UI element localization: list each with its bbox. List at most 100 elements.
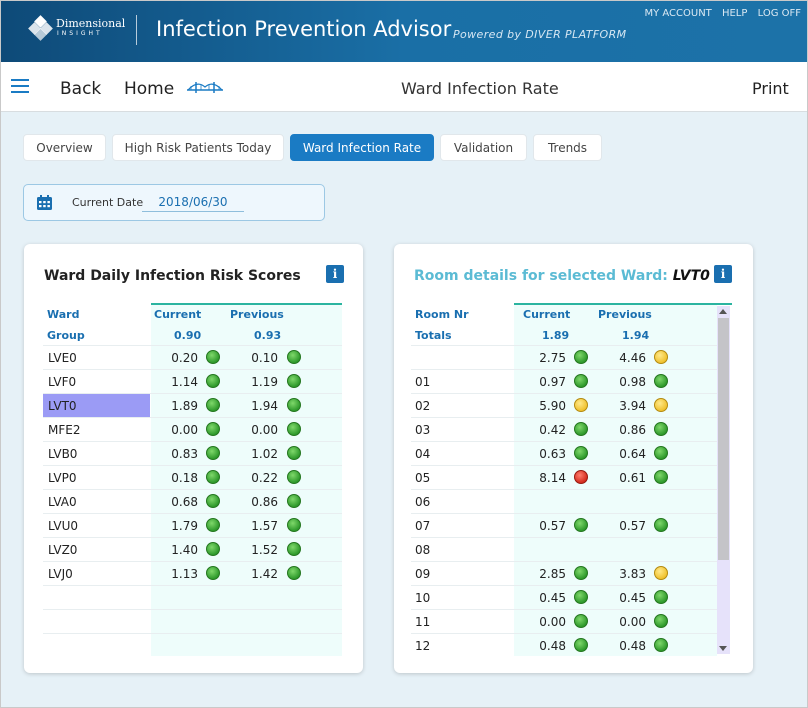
status-red-icon [574, 470, 588, 484]
ward-cell[interactable]: LVP0 [48, 471, 77, 485]
ward-cell[interactable]: LVA0 [48, 495, 77, 509]
table-row[interactable] [411, 633, 717, 657]
header-line [151, 303, 342, 305]
status-green-icon [206, 518, 220, 532]
table-row[interactable] [411, 441, 717, 465]
status-green-icon [287, 542, 301, 556]
tab-trends[interactable]: Trends [533, 134, 602, 161]
brand-subname: INSIGHT [57, 30, 103, 37]
room-cell[interactable]: 01 [415, 375, 431, 389]
table-row[interactable] [43, 393, 342, 417]
room-cell[interactable]: 04 [415, 447, 431, 461]
hamburger-icon[interactable] [11, 79, 29, 93]
ward-cell[interactable]: LVZ0 [48, 543, 78, 557]
calendar-icon[interactable] [36, 194, 53, 211]
table-row[interactable] [43, 441, 342, 465]
scroll-thumb[interactable] [718, 318, 729, 560]
status-green-icon [654, 422, 668, 436]
log-off-link[interactable]: LOG OFF [757, 8, 801, 19]
room-cell[interactable]: 06 [415, 495, 431, 509]
current-value: 0.83 [171, 447, 198, 461]
room-cell[interactable]: 11 [415, 615, 431, 629]
table-row[interactable] [411, 393, 717, 417]
previous-value: 0.00 [619, 615, 646, 629]
table-row[interactable] [411, 561, 717, 585]
room-cell[interactable]: 09 [415, 567, 431, 581]
col-room-nr[interactable]: Room Nr [415, 308, 469, 321]
table-row[interactable] [411, 417, 717, 441]
ward-cell[interactable]: LVJ0 [48, 567, 73, 581]
col-current[interactable]: Current [523, 308, 571, 321]
help-link[interactable]: HELP [721, 8, 748, 19]
home-button[interactable]: Home [124, 79, 175, 99]
bridge-icon[interactable] [187, 79, 223, 95]
previous-value: 0.45 [619, 591, 646, 605]
room-cell[interactable]: 07 [415, 519, 431, 533]
account-links: MY ACCOUNT HELP LOG OFF [637, 8, 801, 19]
table-row[interactable] [411, 609, 717, 633]
room-cell[interactable]: 05 [415, 471, 431, 485]
previous-value: 0.10 [251, 351, 278, 365]
status-green-icon [206, 350, 220, 364]
info-icon[interactable]: i [714, 265, 732, 283]
tab-high-risk-patients-today[interactable]: High Risk Patients Today [112, 134, 284, 161]
status-green-icon [287, 566, 301, 580]
status-green-icon [287, 398, 301, 412]
current-value: 8.14 [539, 471, 566, 485]
previous-value: 0.22 [251, 471, 278, 485]
col-previous[interactable]: Previous [230, 308, 284, 321]
header-line [514, 303, 732, 305]
room-cell[interactable]: 10 [415, 591, 431, 605]
info-icon[interactable]: i [326, 265, 344, 283]
table-row[interactable] [43, 489, 342, 513]
scroll-down-arrow-icon[interactable] [719, 646, 727, 651]
totals-previous: 1.94 [622, 329, 650, 342]
table-row[interactable] [411, 537, 717, 561]
table-row[interactable] [43, 537, 342, 561]
ward-cell[interactable]: LVT0 [48, 399, 77, 413]
table-row[interactable] [411, 465, 717, 489]
table-row[interactable] [411, 585, 717, 609]
tab-overview[interactable]: Overview [23, 134, 106, 161]
tab-validation[interactable]: Validation [440, 134, 527, 161]
current-date-input[interactable]: 2018/06/30 [142, 193, 244, 212]
room-cell[interactable]: 03 [415, 423, 431, 437]
room-cell[interactable]: 08 [415, 543, 431, 557]
table-row[interactable] [43, 465, 342, 489]
ward-cell[interactable]: LVE0 [48, 351, 77, 365]
ward-cell[interactable]: LVU0 [48, 519, 78, 533]
table-row[interactable] [43, 417, 342, 441]
table-row[interactable] [43, 345, 342, 369]
status-yellow-icon [654, 566, 668, 580]
status-yellow-icon [654, 350, 668, 364]
table-row[interactable] [411, 369, 717, 393]
tab-ward-infection-rate[interactable]: Ward Infection Rate [290, 134, 434, 161]
scroll-up-arrow-icon[interactable] [719, 309, 727, 314]
print-button[interactable]: Print [752, 79, 789, 98]
status-green-icon [287, 350, 301, 364]
room-cell[interactable]: 12 [415, 639, 431, 653]
ward-cell[interactable]: LVB0 [48, 447, 78, 461]
room-cell[interactable]: 02 [415, 399, 431, 413]
my-account-link[interactable]: MY ACCOUNT [644, 8, 712, 19]
status-green-icon [206, 446, 220, 460]
room-table-scrollbar[interactable] [717, 306, 730, 654]
back-button[interactable]: Back [60, 79, 102, 99]
table-row[interactable] [43, 561, 342, 585]
table-row[interactable] [411, 489, 717, 513]
table-row[interactable] [411, 513, 717, 537]
ward-cell[interactable]: MFE2 [48, 423, 81, 437]
table-row[interactable] [43, 513, 342, 537]
table-row[interactable] [43, 369, 342, 393]
col-ward[interactable]: Ward [47, 308, 80, 321]
ward-scores-panel: Ward Daily Infection Risk Scores i Ward … [24, 244, 363, 673]
col-previous[interactable]: Previous [598, 308, 652, 321]
col-current[interactable]: Current [154, 308, 202, 321]
ward-cell[interactable]: LVF0 [48, 375, 77, 389]
empty-row [43, 609, 342, 633]
status-green-icon [654, 446, 668, 460]
status-green-icon [206, 542, 220, 556]
dimensional-insight-logo[interactable]: Dimensional INSIGHT [28, 15, 125, 43]
table-row[interactable] [411, 345, 717, 369]
status-green-icon [654, 638, 668, 652]
